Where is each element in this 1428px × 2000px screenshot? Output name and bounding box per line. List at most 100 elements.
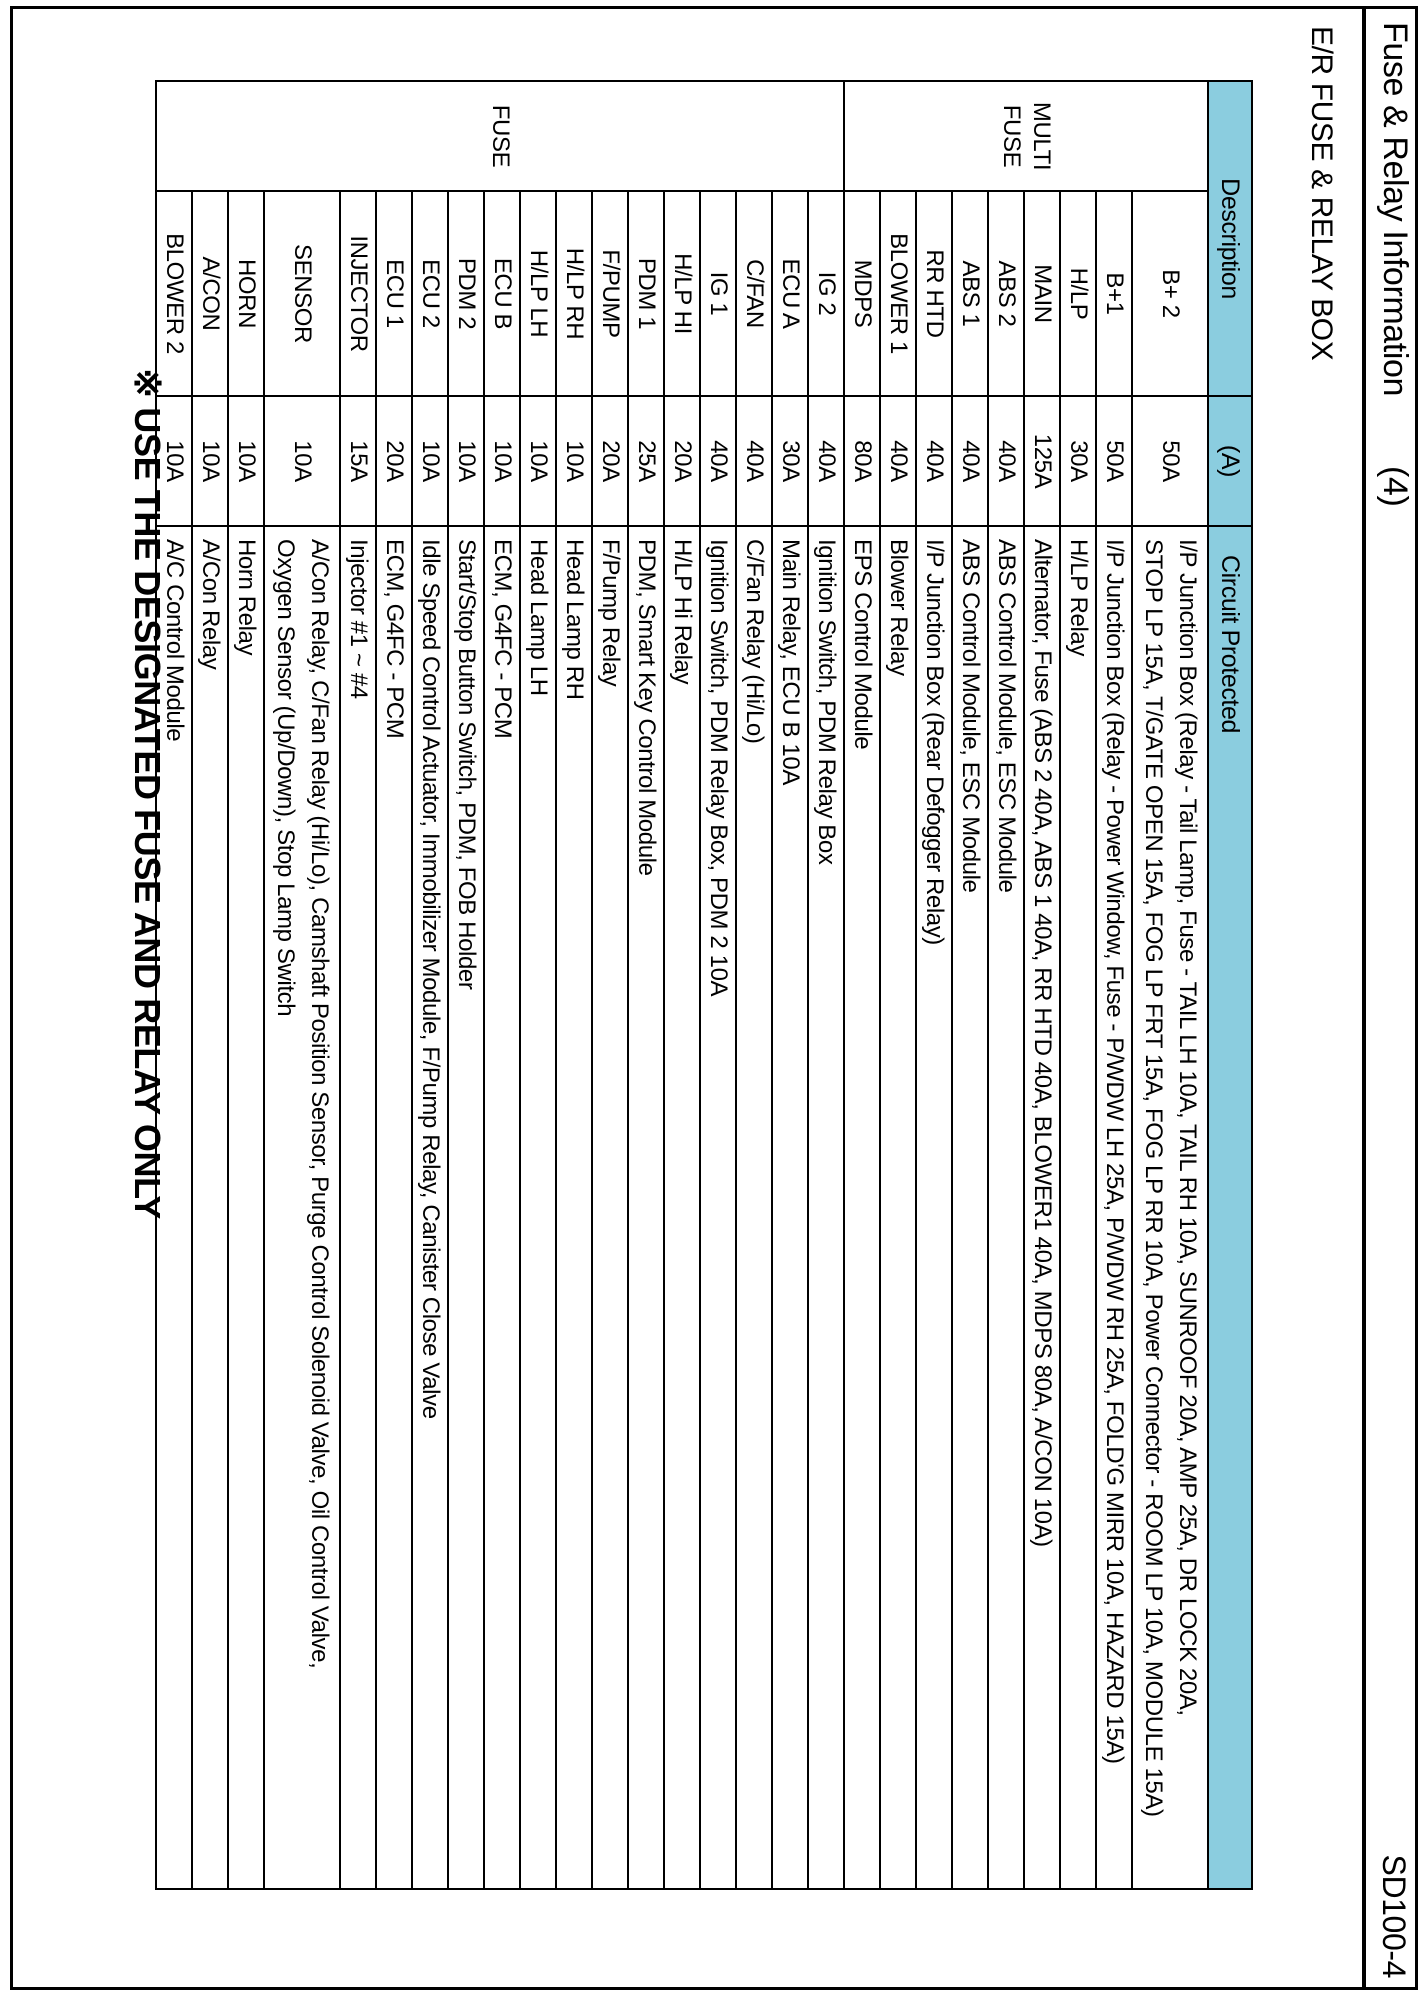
table-row: C/FAN 40A C/Fan Relay (Hi/Lo) — [736, 81, 772, 1889]
document-title-number: (4) — [1376, 466, 1414, 507]
circuit-protected-cell: A/Con Relay, C/Fan Relay (Hi/Lo), Camsha… — [264, 526, 340, 1889]
fuse-amp-cell: 20A — [664, 396, 700, 526]
circuit-protected-cell: Start/Stop Button Switch, PDM, FOB Holde… — [448, 526, 484, 1889]
fuse-amp-cell: 40A — [700, 396, 736, 526]
fuse-amp-cell: 10A — [448, 396, 484, 526]
fuse-description-cell: ECU A — [772, 191, 808, 396]
circuit-protected-cell: Main Relay, ECU B 10A — [772, 526, 808, 1889]
table-row: RR HTD 40A I/P Junction Box (Rear Defogger… — [916, 81, 952, 1889]
fuse-description-cell: PDM 1 — [628, 191, 664, 396]
table-row: MAIN 125A Alternator, Fuse (ABS 2 40A, ABS… — [1024, 81, 1060, 1889]
fuse-description-cell: B+ 2 — [1132, 191, 1208, 396]
table-row: HORN 10A Horn Relay — [228, 81, 264, 1889]
fuse-description-cell: B+1 — [1096, 191, 1132, 396]
document-title-text: Fuse & Relay Information — [1376, 22, 1414, 397]
circuit-protected-cell: I/P Junction Box (Relay - Tail Lamp, Fus… — [1132, 526, 1208, 1889]
header-divider-rule — [1362, 6, 1366, 1990]
fuse-description-cell: ECU B — [484, 191, 520, 396]
circuit-protected-cell: EPS Control Module — [844, 526, 880, 1889]
circuit-protected-cell: PDM, Smart Key Control Module — [628, 526, 664, 1889]
table-header-row: Description (A) Circuit Protected — [1208, 81, 1252, 1889]
circuit-protected-cell: Head Lamp RH — [556, 526, 592, 1889]
fuse-description-cell: ECU 1 — [376, 191, 412, 396]
circuit-protected-cell: A/Con Relay — [192, 526, 228, 1889]
circuit-protected-cell: Injector #1 ~ #4 — [340, 526, 376, 1889]
table-row: H/LP 30A H/LP Relay — [1060, 81, 1096, 1889]
circuit-protected-cell: Head Lamp LH — [520, 526, 556, 1889]
group-label: MULTI FUSE — [844, 81, 1208, 191]
table-row: B+1 50A I/P Junction Box (Relay - Power Wi… — [1096, 81, 1132, 1889]
circuit-protected-cell: I/P Junction Box (Rear Defogger Relay) — [916, 526, 952, 1889]
document-title: Fuse & Relay Information (4) — [1375, 22, 1414, 506]
table-row: F/PUMP 20A F/Pump Relay — [592, 81, 628, 1889]
fuse-amp-cell: 50A — [1132, 396, 1208, 526]
fuse-amp-cell: 40A — [952, 396, 988, 526]
fuse-description-cell: F/PUMP — [592, 191, 628, 396]
fuse-amp-cell: 10A — [520, 396, 556, 526]
fuse-amp-cell: 10A — [192, 396, 228, 526]
group-label: FUSE — [156, 81, 844, 191]
column-header-circuit: Circuit Protected — [1208, 526, 1252, 1889]
table-row: ECU A 30A Main Relay, ECU B 10A — [772, 81, 808, 1889]
fuse-amp-cell: 30A — [1060, 396, 1096, 526]
circuit-protected-cell: C/Fan Relay (Hi/Lo) — [736, 526, 772, 1889]
fuse-description-cell: BLOWER 1 — [880, 191, 916, 396]
circuit-protected-cell: ABS Control Module, ESC Module — [988, 526, 1024, 1889]
fuse-amp-cell: 10A — [556, 396, 592, 526]
fuse-description-cell: IG 2 — [808, 191, 844, 396]
circuit-protected-cell: Idle Speed Control Actuator, Immobilizer… — [412, 526, 448, 1889]
circuit-protected-cell: Ignition Switch, PDM Relay Box, PDM 2 10… — [700, 526, 736, 1889]
table-row: A/CON 10A A/Con Relay — [192, 81, 228, 1889]
table-row: MULTI FUSE B+ 2 50A I/P Junction Box (Relay … — [844, 81, 1208, 1889]
circuit-protected-cell: ECM, G4FC - PCM — [484, 526, 520, 1889]
circuit-protected-cell: ABS Control Module, ESC Module — [952, 526, 988, 1889]
column-header-amp: (A) — [1208, 396, 1252, 526]
fuse-amp-cell: 30A — [772, 396, 808, 526]
fuse-description-cell: INJECTOR — [340, 191, 376, 396]
circuit-protected-cell: H/LP Hi Relay — [664, 526, 700, 1889]
fuse-description-cell: H/LP HI — [664, 191, 700, 396]
table-row: H/LP RH 10A Head Lamp RH — [556, 81, 592, 1889]
fuse-description-cell: IG 1 — [700, 191, 736, 396]
fuse-description-cell: H/LP — [1060, 191, 1096, 396]
fuse-description-cell: H/LP RH — [556, 191, 592, 396]
fuse-amp-cell: 15A — [340, 396, 376, 526]
fuse-description-cell: ECU 2 — [412, 191, 448, 396]
fuse-description-cell: SENSOR — [264, 191, 340, 396]
fuse-description-cell: RR HTD — [916, 191, 952, 396]
fuse-description-cell: C/FAN — [736, 191, 772, 396]
fuse-amp-cell: 40A — [808, 396, 844, 526]
circuit-protected-cell: H/LP Relay — [1060, 526, 1096, 1889]
fuse-amp-cell: 10A — [484, 396, 520, 526]
fuse-description-cell: MDPS — [844, 191, 880, 396]
table-row: IG 1 40A Ignition Switch, PDM Relay Box, P… — [700, 81, 736, 1889]
fuse-description-cell: HORN — [228, 191, 264, 396]
fuse-amp-cell: 10A — [228, 396, 264, 526]
table-row: INJECTOR 15A Injector #1 ~ #4 — [340, 81, 376, 1889]
table-row: FUSE IG 2 40A Ignition Switch, PDM Relay Bo… — [156, 81, 844, 1889]
fuse-description-cell: H/LP LH — [520, 191, 556, 396]
fuse-amp-cell: 40A — [880, 396, 916, 526]
fuse-amp-cell: 125A — [1024, 396, 1060, 526]
circuit-protected-cell: Ignition Switch, PDM Relay Box — [808, 526, 844, 1889]
table-row: PDM 2 10A Start/Stop Button Switch, PDM, F… — [448, 81, 484, 1889]
table-row: ECU 2 10A Idle Speed Control Actuator, Imm… — [412, 81, 448, 1889]
fuse-amp-cell: 40A — [736, 396, 772, 526]
circuit-protected-cell: ECM, G4FC - PCM — [376, 526, 412, 1889]
fuse-amp-cell: 40A — [988, 396, 1024, 526]
table-row: PDM 1 25A PDM, Smart Key Control Module — [628, 81, 664, 1889]
table-row: ABS 2 40A ABS Control Module, ESC Module — [988, 81, 1024, 1889]
table-row: MDPS 80A EPS Control Module — [844, 81, 880, 1889]
fuse-amp-cell: 10A — [264, 396, 340, 526]
fuse-relay-table: Description (A) Circuit Protected MULTI F… — [155, 80, 1253, 1890]
circuit-protected-cell: Blower Relay — [880, 526, 916, 1889]
fuse-description-cell: MAIN — [1024, 191, 1060, 396]
circuit-protected-cell: Alternator, Fuse (ABS 2 40A, ABS 1 40A, … — [1024, 526, 1060, 1889]
table-row: ECU B 10A ECM, G4FC - PCM — [484, 81, 520, 1889]
column-header-description: Description — [1208, 81, 1252, 396]
circuit-protected-cell: I/P Junction Box (Relay - Power Window, … — [1096, 526, 1132, 1889]
fuse-amp-cell: 20A — [376, 396, 412, 526]
fuse-amp-cell: 80A — [844, 396, 880, 526]
